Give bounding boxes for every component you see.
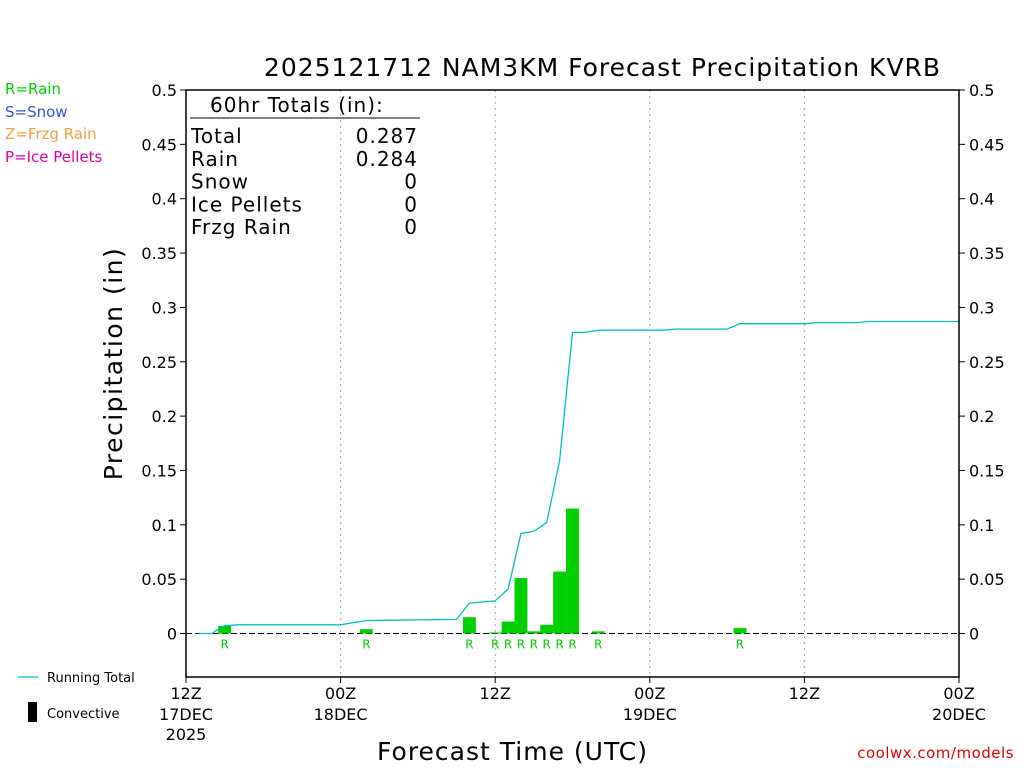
x-tick-label-0: 12Z [170, 684, 201, 703]
x-axis-label: Forecast Time (UTC) [377, 737, 648, 766]
y-tick-label-left-7: 0.35 [141, 244, 177, 263]
x-tick-label-2: 12Z [480, 684, 511, 703]
y-tick-label-right-2: 0.1 [969, 516, 994, 535]
y-tick-label-right-9: 0.45 [969, 135, 1005, 154]
x-tick-date-3: 19DEC [623, 705, 677, 724]
totals-value-1: 0.284 [356, 147, 418, 171]
bar-2 [462, 617, 476, 634]
totals-value-4: 0 [404, 215, 418, 239]
x-tick-date-5: 20DEC [932, 705, 986, 724]
totals-value-3: 0 [404, 192, 418, 216]
y-axis-label: Precipitation (in) [99, 247, 128, 481]
convective-legend-swatch [28, 702, 37, 722]
y-tick-label-right-8: 0.4 [969, 190, 994, 209]
bar-5 [514, 578, 528, 634]
y-tick-label-left-1: 0.05 [141, 570, 177, 589]
y-tick-label-right-5: 0.25 [969, 353, 1005, 372]
bar-type-label-0: R [220, 638, 228, 652]
y-tick-label-right-10: 0.5 [969, 81, 994, 100]
bar-4 [501, 621, 515, 634]
legend-rain: R=Rain [5, 80, 61, 98]
x-tick-date-0: 17DEC [159, 705, 213, 724]
y-tick-label-left-10: 0.5 [152, 81, 177, 100]
x-tick-label-1: 00Z [325, 684, 356, 703]
legend-frzg-rain: Z=Frzg Rain [5, 125, 97, 143]
totals-heading: 60hr Totals (in): [210, 93, 384, 117]
bar-type-label-4: R [504, 638, 512, 652]
y-tick-label-left-6: 0.3 [152, 298, 177, 317]
bar-11 [733, 628, 747, 634]
totals-label-3: Ice Pellets [191, 192, 303, 216]
credit-text: coolwx.com/models [857, 744, 1014, 762]
legend-ice-pellets: P=Ice Pellets [5, 148, 103, 166]
legend-snow: S=Snow [5, 103, 68, 121]
running-total-line [198, 320, 959, 635]
x-tick-year-0: 2025 [166, 725, 207, 744]
y-tick-label-right-6: 0.3 [969, 298, 994, 317]
bar-type-label-9: R [568, 638, 576, 652]
bar-type-label-5: R [517, 638, 525, 652]
convective-legend-label: Convective [47, 707, 120, 722]
y-tick-label-right-4: 0.2 [969, 407, 994, 426]
bar-type-label-2: R [465, 638, 473, 652]
y-tick-label-right-0: 0 [969, 625, 979, 644]
bar-type-label-7: R [543, 638, 551, 652]
bar-type-label-10: R [594, 638, 602, 652]
x-tick-label-4: 12Z [789, 684, 820, 703]
totals-label-4: Frzg Rain [191, 215, 292, 239]
bar-6 [527, 631, 541, 634]
bar-type-label-1: R [362, 638, 370, 652]
bar-type-label-11: R [736, 638, 744, 652]
bar-9 [566, 508, 579, 634]
bar-type-label-6: R [530, 638, 538, 652]
bar-7 [540, 624, 554, 634]
y-tick-label-right-3: 0.15 [969, 461, 1005, 480]
y-tick-label-left-9: 0.45 [141, 135, 177, 154]
y-tick-label-right-1: 0.05 [969, 570, 1005, 589]
bar-0 [218, 625, 232, 634]
y-tick-label-left-5: 0.25 [141, 353, 177, 372]
y-tick-label-left-8: 0.4 [152, 190, 177, 209]
y-tick-label-left-2: 0.1 [152, 516, 177, 535]
y-tick-label-left-0: 0 [167, 625, 177, 644]
totals-label-1: Rain [191, 147, 239, 171]
totals-label-0: Total [190, 124, 243, 148]
x-tick-label-5: 00Z [943, 684, 974, 703]
totals-value-0: 0.287 [356, 124, 418, 148]
y-tick-label-right-7: 0.35 [969, 244, 1005, 263]
totals-value-2: 0 [404, 170, 418, 194]
y-tick-label-left-4: 0.2 [152, 407, 177, 426]
bar-type-label-8: R [555, 638, 563, 652]
running-total-legend-label: Running Total [47, 671, 135, 686]
chart-title: 2025121712 NAM3KM Forecast Precipitation… [264, 53, 941, 82]
bar-3 [488, 632, 502, 634]
bar-8 [553, 571, 567, 634]
bar-type-label-3: R [491, 638, 499, 652]
y-tick-label-left-3: 0.15 [141, 461, 177, 480]
bar-1 [359, 629, 373, 634]
x-tick-date-1: 18DEC [314, 705, 368, 724]
totals-label-2: Snow [191, 170, 249, 194]
bar-10 [591, 631, 605, 634]
plot-frame [185, 89, 960, 678]
x-tick-label-3: 00Z [634, 684, 665, 703]
